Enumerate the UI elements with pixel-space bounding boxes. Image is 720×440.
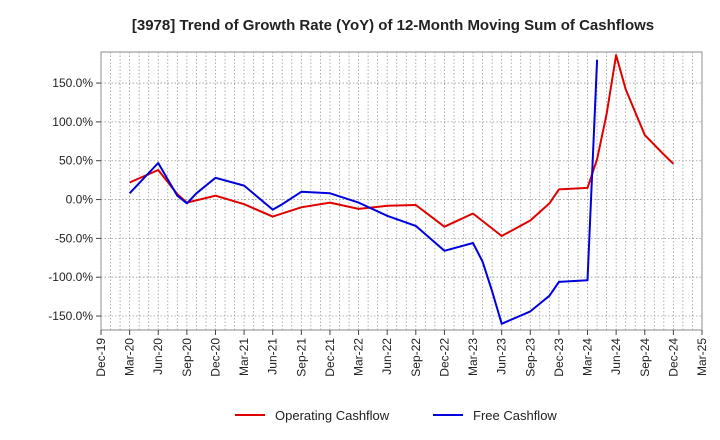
x-tick-label: Dec-20 [208, 338, 222, 377]
x-tick-label: Sep-23 [523, 338, 537, 377]
series-lines [128, 54, 675, 325]
x-tick-label: Dec-19 [94, 338, 108, 377]
plot-area [100, 51, 703, 331]
x-tick-label: Jun-23 [495, 338, 509, 375]
free-cashflow-line [128, 59, 599, 325]
y-tick-label: -150.0% [48, 309, 93, 323]
y-tick-label: 50.0% [59, 154, 93, 168]
legend: Operating Cashflow Free Cashflow [235, 408, 557, 423]
x-tick-label: Dec-24 [666, 338, 680, 377]
x-tick-label: Dec-22 [437, 338, 451, 377]
y-tick-label: -100.0% [48, 270, 93, 284]
x-tick-label: Mar-25 [695, 338, 709, 376]
grid [100, 52, 703, 330]
y-tick-label: -50.0% [55, 231, 93, 245]
chart-title: [3978] Trend of Growth Rate (YoY) of 12-… [132, 17, 654, 34]
legend-label: Operating Cashflow [275, 408, 390, 423]
x-tick-label: Jun-22 [380, 338, 394, 375]
y-tick-label: 150.0% [52, 76, 93, 90]
y-axis-ticks: 150.0% 100.0% 50.0% 0.0% -50.0% -100.0% -150.0… [48, 76, 101, 323]
x-tick-label: Sep-21 [294, 338, 308, 377]
x-tick-label: Sep-24 [638, 338, 652, 377]
x-tick-label: Jun-20 [151, 338, 165, 375]
x-tick-label: Dec-21 [323, 338, 337, 377]
x-tick-label: Sep-20 [180, 338, 194, 377]
x-axis-ticks: Dec-19 Mar-20 Jun-20 Sep-20 Dec-20 Mar-21 Jun-… [94, 330, 709, 377]
x-tick-label: Mar-23 [466, 338, 480, 376]
operating-cashflow-line [129, 54, 675, 237]
x-tick-label: Sep-22 [409, 338, 423, 377]
x-tick-label: Mar-20 [123, 338, 137, 376]
x-tick-label: Mar-22 [352, 338, 366, 376]
x-tick-label: Mar-21 [237, 338, 251, 376]
y-tick-label: 100.0% [52, 115, 93, 129]
x-tick-label: Jun-24 [609, 338, 623, 375]
y-tick-label: 0.0% [66, 193, 94, 207]
x-tick-label: Dec-23 [552, 338, 566, 377]
x-tick-label: Mar-24 [581, 338, 595, 376]
legend-label: Free Cashflow [473, 408, 557, 423]
x-tick-label: Jun-21 [266, 338, 280, 375]
